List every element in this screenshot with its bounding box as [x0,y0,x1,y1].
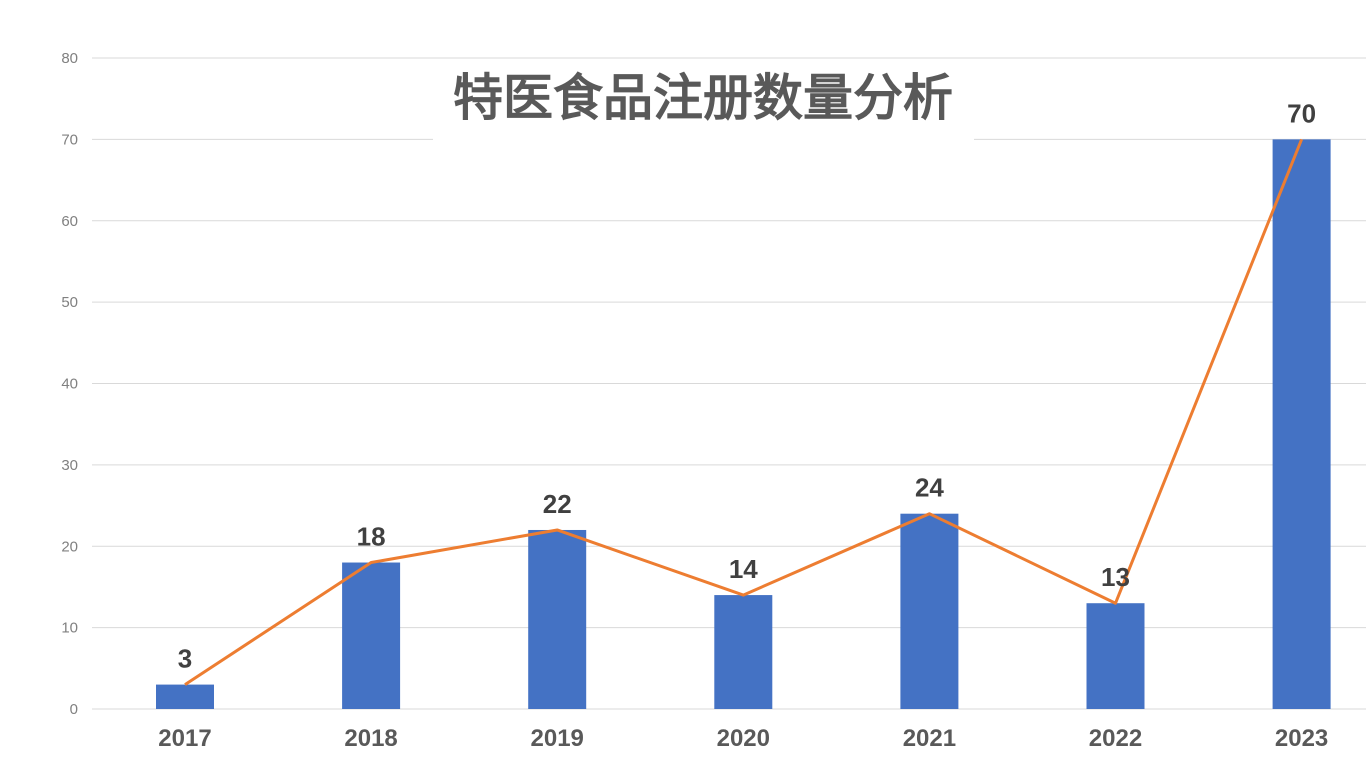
bar [156,684,214,709]
x-tick-label: 2020 [717,725,770,752]
bar [714,595,773,709]
bar [1086,603,1145,709]
y-tick-label: 10 [61,620,78,637]
data-label: 13 [1101,562,1130,592]
data-label: 3 [178,644,192,674]
bar [528,529,587,709]
title-background [433,60,974,140]
trend-line [184,138,1303,686]
data-label: 14 [729,554,758,584]
x-tick-label: 2023 [1275,725,1328,752]
bar-series [156,139,1331,709]
y-tick-label: 0 [70,701,78,718]
x-tick-label: 2021 [903,725,956,752]
gridlines [92,57,1366,710]
bar [900,513,959,709]
chart-title: 特医食品注册数量分析 [453,69,953,127]
y-tick-label: 50 [61,294,78,311]
y-tick-label: 80 [61,50,78,67]
x-axis: 2017 2018 2019 2020 2021 2022 2023 [158,725,1328,752]
y-tick-label: 40 [61,376,78,393]
line-series [184,138,1303,686]
data-label: 22 [543,489,572,519]
data-label: 18 [357,522,386,552]
y-tick-label: 20 [61,538,78,555]
y-tick-label: 70 [61,131,78,148]
y-tick-label: 30 [61,457,78,474]
data-label: 70 [1287,98,1316,128]
data-label: 24 [915,473,944,503]
x-tick-label: 2022 [1089,725,1142,752]
x-tick-label: 2018 [344,725,397,752]
bar [1272,139,1331,709]
bar [342,562,401,709]
y-tick-label: 60 [61,213,78,230]
y-axis: 0 10 20 30 40 50 60 70 80 [61,50,78,718]
x-tick-label: 2017 [158,725,211,752]
data-labels: 3 18 22 14 24 13 70 [178,98,1316,673]
x-tick-label: 2019 [531,725,584,752]
